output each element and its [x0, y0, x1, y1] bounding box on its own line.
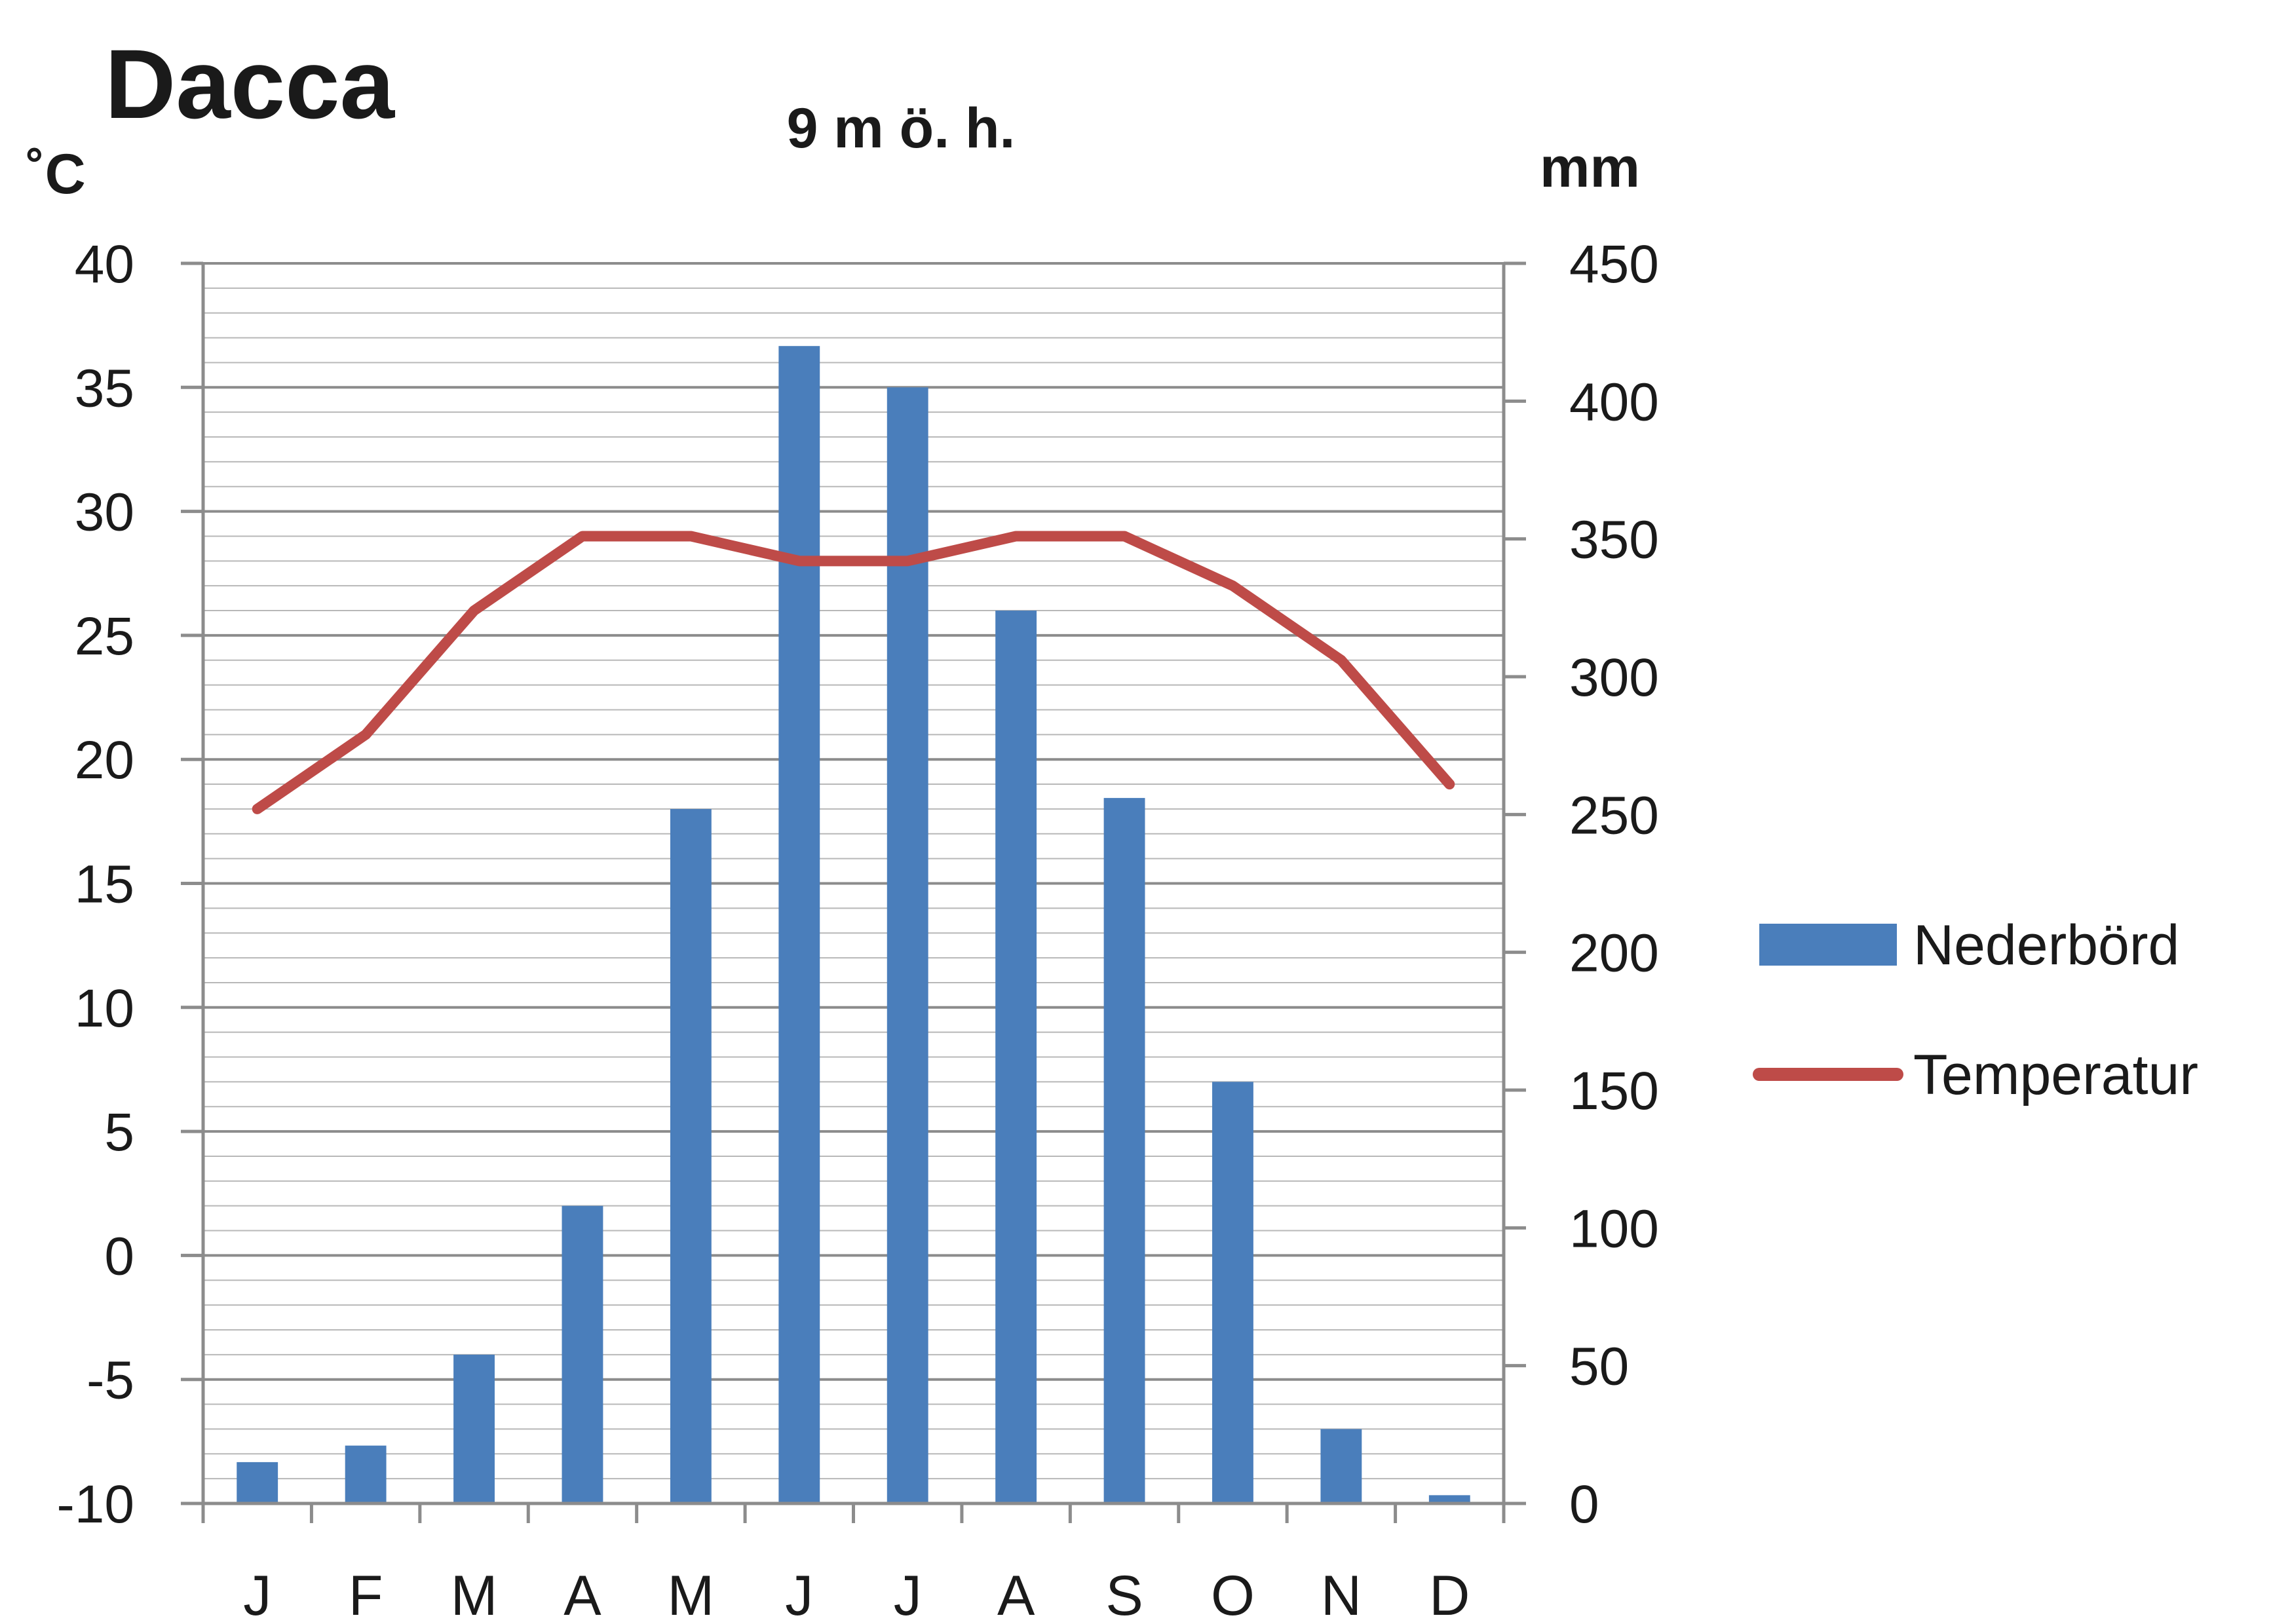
precipitation-bar	[237, 1462, 278, 1503]
gridlines	[203, 262, 1504, 1505]
legend-label-nederbord: Nederbörd	[1913, 914, 2179, 977]
right-tick-label: 50	[1569, 1337, 1629, 1397]
precipitation-bar	[778, 346, 820, 1504]
category-label: F	[349, 1564, 383, 1624]
category-label: J	[243, 1564, 271, 1624]
precipitation-bar	[562, 1205, 603, 1503]
right-tick-label: 300	[1569, 648, 1659, 708]
left-tick-label: 35	[75, 358, 134, 418]
precipitation-bar	[1428, 1495, 1470, 1503]
left-tick-label: 15	[75, 855, 134, 915]
chart-title: Dacca	[105, 29, 396, 139]
legend: Nederbörd Temperatur	[1753, 914, 2198, 1106]
category-label: M	[451, 1564, 498, 1624]
precipitation-bar	[453, 1354, 495, 1503]
axes	[201, 263, 1506, 1523]
right-tick-label: 250	[1569, 785, 1659, 845]
right-tick-label: 150	[1569, 1061, 1659, 1121]
temperature-line-group	[252, 531, 1455, 814]
left-tick-label: 25	[75, 607, 134, 666]
category-label: N	[1321, 1564, 1362, 1624]
right-axis-ticks: 0 50 100 150 200 250 300 350 400 450	[1504, 235, 1659, 1534]
category-label: J	[785, 1564, 813, 1624]
precipitation-bars	[237, 346, 1470, 1504]
category-label: A	[997, 1564, 1035, 1624]
right-axis-unit: mm	[1540, 136, 1640, 199]
left-tick-label: 30	[75, 483, 134, 542]
precipitation-bar	[887, 387, 928, 1503]
category-label: O	[1211, 1564, 1255, 1624]
right-tick-label: 450	[1569, 235, 1659, 294]
precipitation-bar	[345, 1445, 387, 1503]
legend-swatch-nederbord	[1759, 924, 1897, 966]
right-tick-label: 400	[1569, 372, 1659, 432]
legend-label-temperatur: Temperatur	[1913, 1044, 2198, 1106]
left-axis-ticks: -10 -5 0 5 10 15 20 25 30 35 40	[56, 235, 203, 1534]
category-label: A	[563, 1564, 601, 1624]
left-tick-label: 0	[104, 1226, 134, 1286]
left-tick-label: -10	[56, 1475, 134, 1534]
left-axis-unit: ˚C	[26, 143, 86, 206]
right-tick-label: 200	[1569, 924, 1659, 983]
right-tick-label: 0	[1569, 1475, 1599, 1534]
category-label: M	[668, 1564, 715, 1624]
precipitation-bar	[995, 611, 1037, 1503]
right-tick-label: 100	[1569, 1199, 1659, 1258]
right-tick-label: 350	[1569, 510, 1659, 570]
category-label: J	[894, 1564, 922, 1624]
category-label: S	[1105, 1564, 1143, 1624]
precipitation-bar	[1212, 1082, 1253, 1503]
precipitation-bar	[670, 808, 712, 1503]
category-label: D	[1429, 1564, 1470, 1624]
left-tick-label: -5	[86, 1351, 134, 1410]
left-tick-label: 20	[75, 730, 134, 790]
temperature-line	[252, 531, 1455, 814]
left-tick-label: 40	[75, 235, 134, 294]
precipitation-bar	[1103, 798, 1145, 1503]
chart-subtitle: 9 m ö. h.	[787, 97, 1016, 160]
left-tick-label: 10	[75, 979, 134, 1038]
left-tick-label: 5	[104, 1103, 134, 1162]
precipitation-bar	[1320, 1429, 1362, 1503]
